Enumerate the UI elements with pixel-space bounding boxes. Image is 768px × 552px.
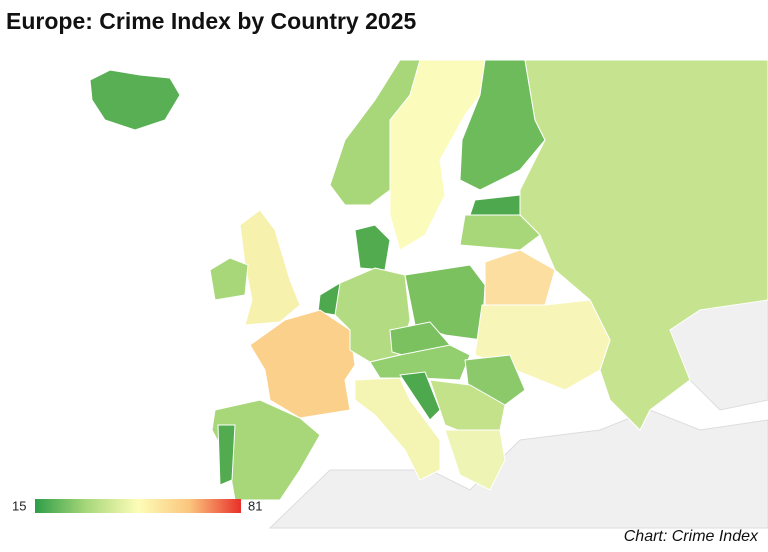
poland	[404, 264, 486, 341]
ireland	[209, 257, 249, 301]
baltics	[459, 214, 541, 251]
land-nodata	[268, 409, 768, 529]
sweden	[389, 59, 486, 251]
italy	[354, 377, 441, 481]
belarus	[484, 249, 556, 306]
greece	[444, 429, 506, 491]
title: Europe: Crime Index by Country 2025	[6, 8, 417, 34]
denmark	[354, 224, 391, 271]
legend-bar	[35, 499, 241, 513]
france	[249, 309, 356, 419]
iceland	[89, 69, 181, 131]
source: Chart: Crime Index	[623, 528, 758, 545]
portugal	[217, 424, 236, 486]
austria-hungary	[369, 344, 471, 381]
uk	[239, 209, 301, 326]
legend-max: 81	[248, 498, 262, 513]
legend-min: 15	[12, 498, 26, 513]
